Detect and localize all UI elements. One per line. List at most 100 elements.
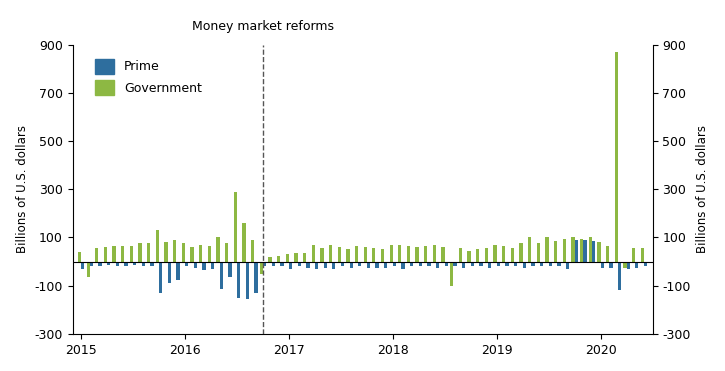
- Bar: [510, 248, 514, 262]
- Bar: [519, 243, 523, 262]
- Bar: [528, 237, 531, 262]
- Bar: [450, 262, 453, 286]
- Bar: [433, 245, 436, 262]
- Bar: [453, 262, 457, 266]
- Bar: [159, 262, 162, 293]
- Bar: [78, 252, 81, 262]
- Bar: [312, 245, 315, 262]
- Bar: [632, 248, 635, 262]
- Bar: [347, 249, 349, 262]
- Bar: [349, 262, 353, 267]
- Bar: [125, 262, 128, 266]
- Bar: [549, 262, 552, 266]
- Bar: [558, 262, 560, 266]
- Bar: [116, 262, 119, 266]
- Bar: [294, 253, 297, 262]
- Bar: [237, 262, 240, 298]
- Bar: [402, 262, 405, 269]
- Bar: [536, 243, 540, 262]
- Bar: [268, 257, 272, 262]
- Bar: [424, 246, 428, 262]
- Bar: [523, 262, 526, 267]
- Bar: [220, 262, 223, 289]
- Bar: [90, 262, 93, 266]
- Bar: [505, 262, 509, 266]
- Bar: [303, 253, 306, 262]
- Bar: [626, 262, 630, 269]
- Bar: [384, 262, 387, 267]
- Bar: [277, 256, 281, 262]
- Bar: [199, 245, 202, 262]
- Bar: [372, 248, 376, 262]
- Bar: [624, 262, 626, 267]
- Bar: [329, 245, 332, 262]
- Bar: [459, 248, 462, 262]
- Bar: [263, 262, 266, 266]
- Bar: [442, 247, 444, 262]
- Bar: [228, 262, 231, 277]
- Bar: [468, 251, 471, 262]
- Bar: [471, 262, 474, 266]
- Bar: [225, 243, 228, 262]
- Bar: [381, 249, 384, 262]
- Bar: [644, 262, 647, 266]
- Bar: [211, 262, 215, 269]
- Bar: [297, 262, 301, 266]
- Bar: [86, 262, 90, 277]
- Bar: [531, 262, 534, 266]
- Bar: [635, 262, 639, 267]
- Bar: [272, 262, 275, 266]
- Bar: [580, 239, 583, 262]
- Bar: [165, 242, 167, 262]
- Bar: [185, 262, 188, 266]
- Bar: [436, 262, 439, 267]
- Bar: [419, 262, 422, 266]
- Bar: [104, 247, 107, 262]
- Bar: [358, 262, 362, 266]
- Bar: [389, 245, 393, 262]
- Bar: [615, 52, 618, 262]
- Bar: [566, 262, 569, 269]
- Bar: [393, 262, 396, 266]
- Bar: [320, 248, 323, 262]
- Bar: [575, 240, 578, 262]
- Bar: [176, 262, 180, 280]
- Bar: [497, 262, 500, 266]
- Bar: [216, 237, 220, 262]
- Bar: [589, 237, 592, 262]
- Bar: [488, 262, 492, 267]
- Bar: [502, 246, 505, 262]
- Bar: [133, 262, 136, 265]
- Bar: [338, 247, 341, 262]
- Bar: [246, 262, 249, 299]
- Bar: [242, 223, 246, 262]
- Bar: [641, 248, 644, 262]
- Bar: [107, 262, 110, 265]
- Bar: [341, 262, 344, 266]
- Bar: [332, 262, 336, 269]
- Bar: [167, 262, 171, 283]
- Bar: [376, 262, 378, 267]
- Bar: [444, 262, 448, 266]
- Bar: [545, 237, 549, 262]
- Bar: [150, 262, 154, 266]
- Bar: [202, 262, 206, 270]
- Bar: [618, 262, 621, 290]
- Bar: [286, 255, 289, 262]
- Bar: [121, 246, 125, 262]
- Bar: [156, 230, 159, 262]
- Legend: Prime, Government: Prime, Government: [91, 54, 207, 101]
- Bar: [485, 248, 488, 262]
- Bar: [597, 242, 600, 262]
- Bar: [554, 241, 558, 262]
- Bar: [571, 237, 575, 262]
- Bar: [592, 241, 595, 262]
- Bar: [428, 262, 431, 266]
- Bar: [514, 262, 517, 266]
- Bar: [600, 262, 604, 267]
- Bar: [95, 248, 99, 262]
- Bar: [315, 262, 318, 269]
- Bar: [130, 246, 133, 262]
- Bar: [194, 262, 197, 267]
- Y-axis label: Billions of U.S. dollars: Billions of U.S. dollars: [696, 125, 709, 253]
